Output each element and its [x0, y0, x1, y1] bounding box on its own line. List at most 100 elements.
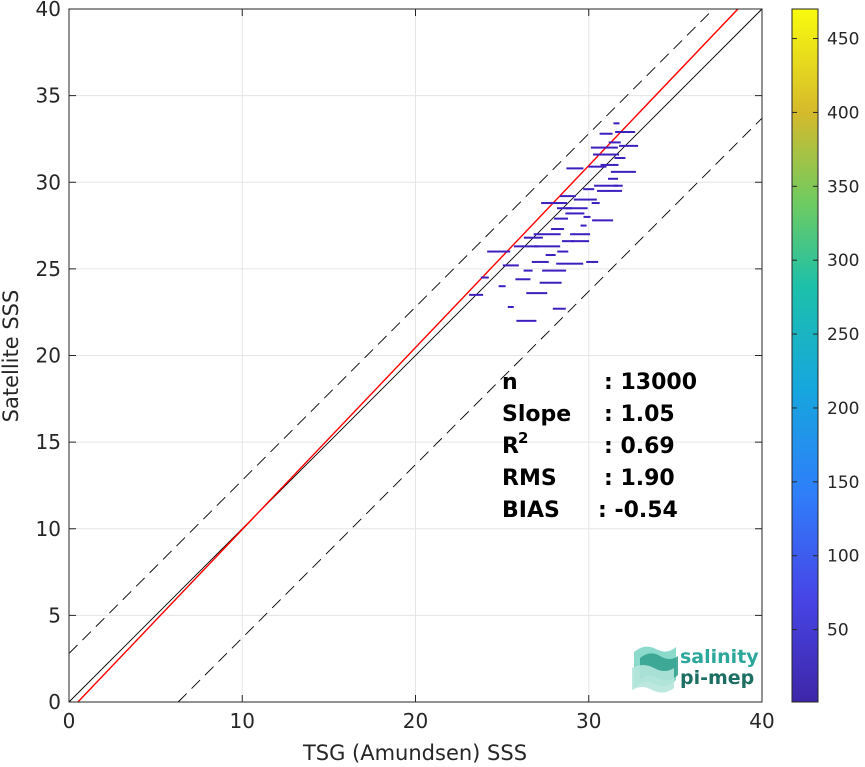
data-point	[591, 202, 600, 205]
data-point	[534, 245, 561, 248]
data-point	[516, 319, 537, 322]
colorbar-ticks: 50 100 150 200 250 300 350 400 450	[792, 30, 859, 641]
data-point	[565, 207, 588, 210]
stat-value: : -0.54	[598, 498, 678, 523]
data-point	[586, 260, 599, 263]
data-point	[551, 228, 565, 231]
data-point	[507, 305, 514, 308]
data-point	[597, 189, 623, 192]
stat-value: : 0.69	[604, 434, 675, 459]
data-point	[599, 132, 613, 135]
x-tick-label: 0	[63, 709, 76, 733]
data-point	[614, 156, 626, 159]
data-point	[539, 281, 562, 284]
stat-value: : 1.90	[604, 466, 675, 491]
data-point	[513, 245, 539, 248]
identity-line	[68, 8, 763, 703]
y-tick-label: 35	[36, 84, 61, 108]
data-point	[592, 219, 614, 222]
data-point	[573, 198, 597, 201]
data-point	[480, 276, 489, 279]
stat-label: Slope	[502, 402, 571, 427]
plot-area: 0 10 20 30 40 0 5 10 15 20 25 30 35 40	[36, 0, 775, 733]
data-point	[608, 141, 621, 144]
data-point	[556, 207, 572, 210]
data-point	[554, 217, 569, 220]
y-tick-label: 10	[36, 517, 61, 541]
colorbar-tick-label: 350	[827, 177, 859, 197]
data-point	[594, 184, 619, 187]
x-tick-label: 20	[403, 709, 428, 733]
colorbar-tick-label: 250	[827, 325, 859, 345]
data-point	[502, 264, 519, 267]
lower-bound-line	[177, 117, 763, 703]
data-point	[580, 224, 587, 227]
data-point	[565, 212, 585, 215]
data-point	[515, 278, 531, 281]
data-point	[557, 250, 569, 253]
x-axis-label: TSG (Amundsen) SSS	[302, 741, 527, 765]
data-point	[526, 292, 548, 295]
colorbar-tick-label: 200	[827, 399, 859, 419]
data-point	[552, 307, 566, 310]
data-point	[533, 233, 561, 236]
y-axis-label: Satellite SSS	[0, 290, 23, 423]
data-point	[593, 153, 620, 156]
logo-text-line2: pi-mep	[680, 667, 754, 689]
stat-label: RMS	[502, 466, 557, 491]
y-tick-label: 40	[36, 0, 61, 21]
data-point	[556, 262, 584, 265]
statistics-box: n : 13000 Slope : 1.05 R 2 : 0.69 RMS : 1.90 BIAS…	[502, 370, 697, 523]
colorbar-tick-label: 50	[827, 621, 849, 641]
data-point	[590, 146, 618, 149]
data-point	[619, 144, 639, 147]
y-axis-ticks: 0 5 10 15 20 25 30 35 40	[36, 0, 762, 714]
y-tick-label: 5	[48, 603, 61, 627]
y-tick-label: 25	[36, 257, 61, 281]
data-point	[561, 240, 574, 243]
data-point	[600, 163, 619, 166]
colorbar: 50 100 150 200 250 300 350 400 450	[791, 8, 859, 703]
data-point	[542, 269, 567, 272]
data-point	[541, 202, 568, 205]
data-point	[498, 285, 506, 288]
data-point	[566, 167, 584, 170]
data-point	[531, 260, 549, 263]
y-tick-label: 30	[36, 170, 61, 194]
data-point	[610, 170, 636, 173]
y-tick-label: 20	[36, 344, 61, 368]
x-tick-label: 10	[230, 709, 255, 733]
colorbar-gradient	[791, 8, 819, 703]
logo-text-line1: salinity	[680, 646, 759, 668]
x-tick-label: 40	[749, 709, 774, 733]
data-point	[523, 236, 543, 239]
salinity-pimep-logo: salinity pi-mep	[632, 646, 759, 693]
data-point	[613, 184, 623, 187]
stat-value: : 13000	[604, 370, 697, 395]
colorbar-tick-label: 100	[827, 547, 859, 567]
data-point	[571, 240, 590, 243]
stat-label: n	[502, 370, 518, 395]
data-point	[469, 293, 484, 296]
stat-label: R	[502, 434, 519, 459]
y-tick-label: 15	[36, 430, 61, 454]
data-point	[545, 254, 556, 257]
x-tick-label: 30	[576, 709, 601, 733]
data-point	[523, 269, 533, 272]
data-point	[588, 165, 607, 168]
data-points	[469, 122, 639, 322]
data-point	[615, 131, 636, 134]
stat-label: BIAS	[502, 498, 560, 523]
data-point	[570, 233, 591, 236]
data-point	[583, 188, 595, 191]
colorbar-tick-label: 300	[827, 251, 859, 271]
reference-lines	[68, 8, 763, 703]
data-point	[583, 215, 591, 218]
colorbar-tick-label: 450	[827, 30, 859, 50]
data-point	[608, 177, 619, 180]
y-tick-label: 0	[48, 690, 61, 714]
stat-label-superscript: 2	[518, 429, 528, 447]
data-point	[559, 195, 576, 198]
stat-value: : 1.05	[604, 402, 675, 427]
